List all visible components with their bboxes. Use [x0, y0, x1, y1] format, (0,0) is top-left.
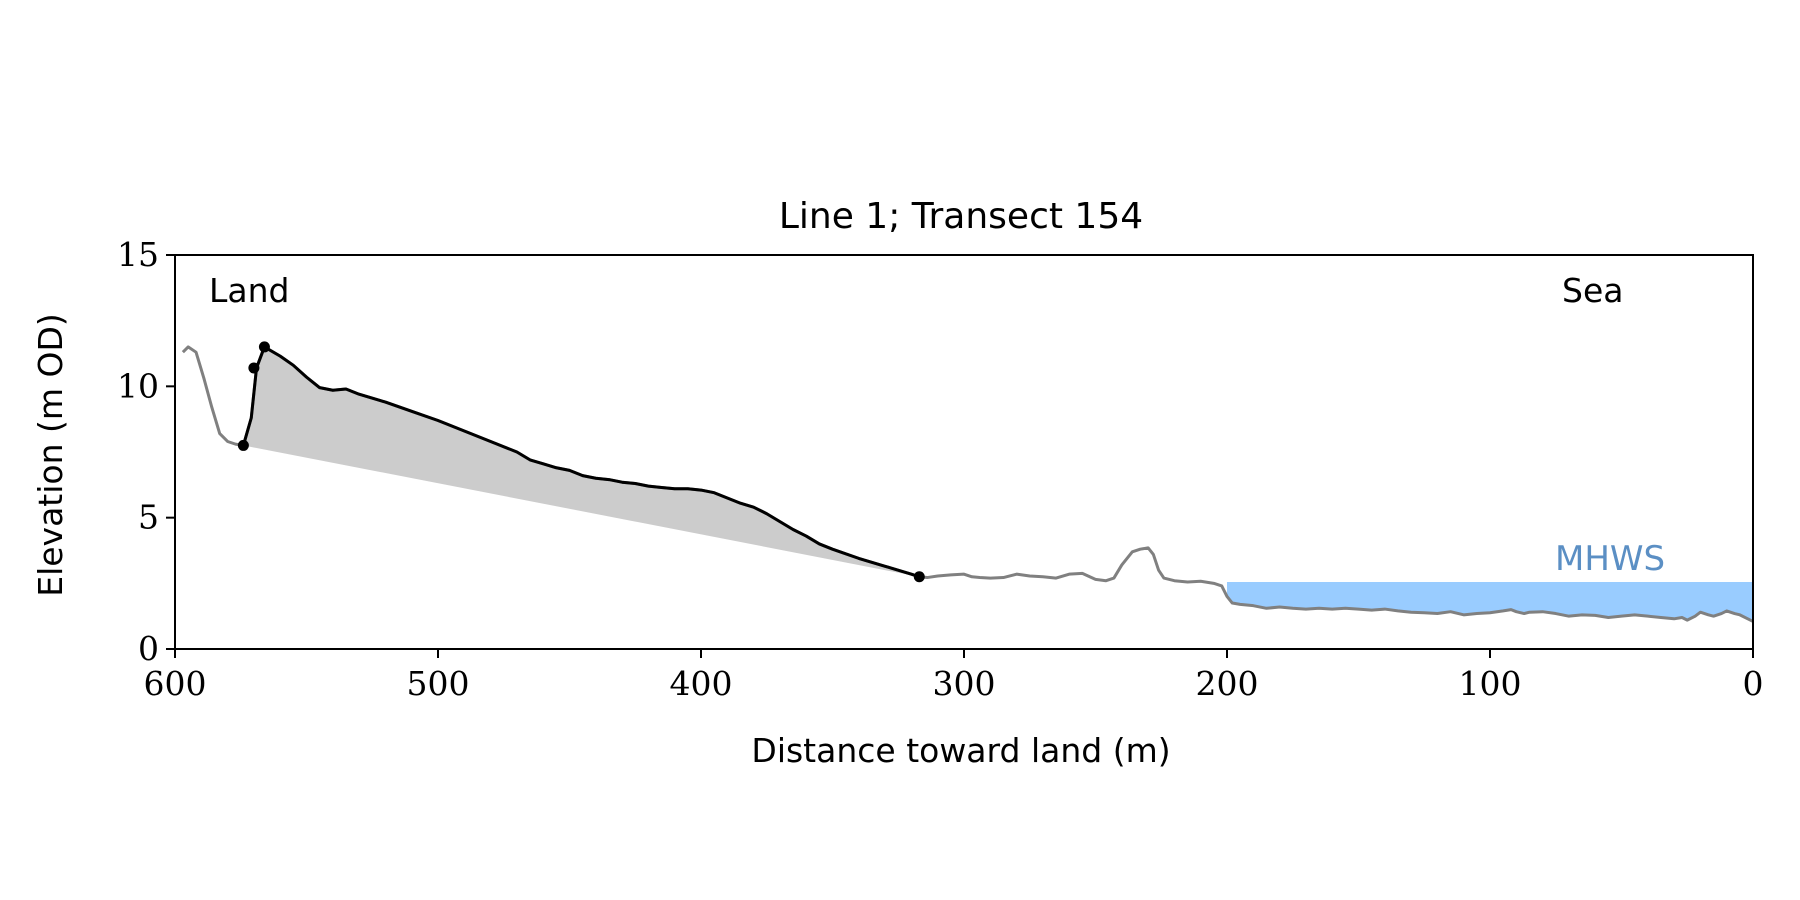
dune-point-marker — [248, 362, 260, 374]
y-tick-label: 15 — [117, 235, 159, 274]
y-tick-label: 5 — [138, 498, 159, 537]
x-tick-label: 100 — [1459, 664, 1522, 703]
x-tick-label: 0 — [1743, 664, 1764, 703]
mhws-annotation: MHWS — [1555, 539, 1665, 579]
dune-point-marker — [258, 341, 270, 353]
dune-profile-line — [241, 345, 920, 579]
marker-layer — [237, 341, 925, 583]
y-tick-label: 10 — [117, 366, 159, 405]
mhws-water-area — [1227, 582, 1753, 622]
x-axis-label: Distance toward land (m) — [751, 731, 1170, 770]
dune-point-marker — [913, 571, 925, 583]
dune-volume-area — [243, 346, 920, 577]
y-tick-label: 0 — [138, 629, 159, 668]
elevation-profile-line — [181, 345, 1754, 623]
x-tick-label: 400 — [670, 664, 733, 703]
dune-point-marker — [237, 439, 249, 451]
x-tick-label: 500 — [407, 664, 470, 703]
tick-layer: 600 500 400 300 200 100 0 0 5 10 15 — [117, 235, 1764, 703]
chart-title: Line 1; Transect 154 — [779, 196, 1143, 237]
land-annotation: Land — [209, 271, 289, 310]
fill-layer — [243, 346, 1753, 622]
x-tick-label: 600 — [144, 664, 207, 703]
x-tick-label: 300 — [933, 664, 996, 703]
x-tick-label: 200 — [1196, 664, 1259, 703]
line-layer — [181, 345, 1754, 623]
sea-annotation: Sea — [1562, 271, 1623, 310]
y-axis-label: Elevation (m OD) — [31, 313, 70, 597]
